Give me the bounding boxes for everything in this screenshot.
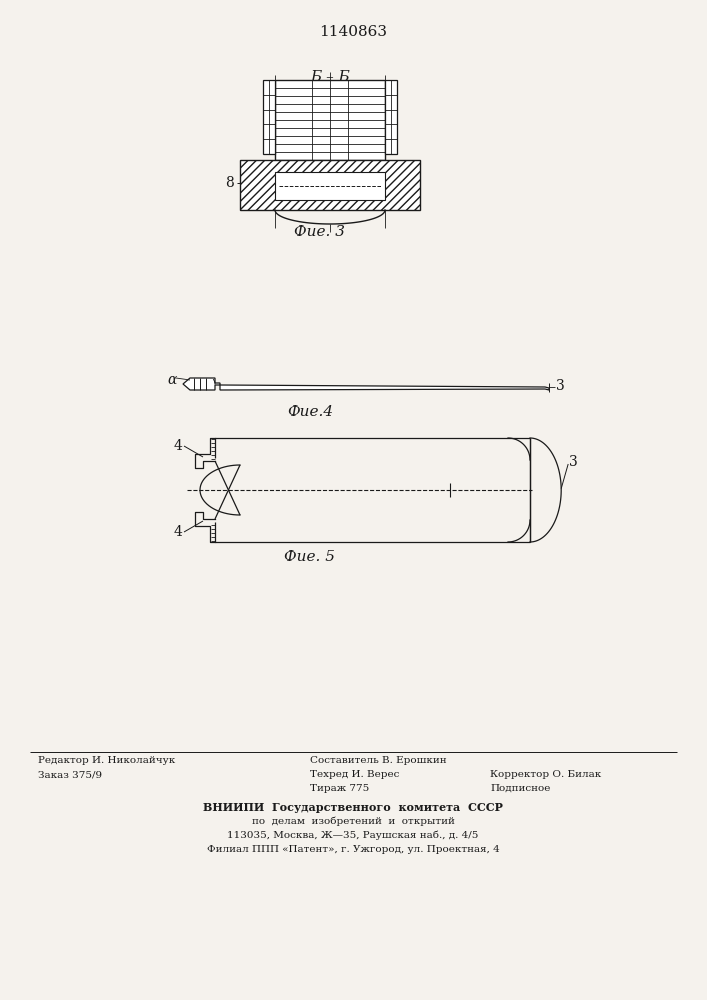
- Text: ВНИИПИ  Государственного  комитета  СССР: ВНИИПИ Государственного комитета СССР: [203, 802, 503, 813]
- Text: 4: 4: [173, 439, 182, 453]
- Text: Фие.4: Фие.4: [287, 405, 333, 419]
- Bar: [275, 80, 385, 160]
- Text: Подписное: Подписное: [490, 784, 550, 793]
- Polygon shape: [220, 385, 549, 390]
- Text: 8: 8: [226, 176, 235, 190]
- Text: Редактор И. Николайчук: Редактор И. Николайчук: [38, 756, 175, 765]
- Bar: [275, 172, 385, 200]
- Text: по  делам  изобретений  и  открытий: по делам изобретений и открытий: [252, 817, 455, 826]
- Text: Составитель В. Ерошкин: Составитель В. Ерошкин: [310, 756, 447, 765]
- Text: Б – Б: Б – Б: [310, 70, 350, 84]
- Text: Корректор О. Билак: Корректор О. Билак: [490, 770, 601, 779]
- Bar: [240, 160, 420, 210]
- Bar: [263, 80, 275, 154]
- Text: 3: 3: [556, 379, 565, 393]
- Text: 1140863: 1140863: [319, 25, 387, 39]
- Text: Фие. 5: Фие. 5: [284, 550, 336, 564]
- Text: 113035, Москва, Ж—35, Раушская наб., д. 4/5: 113035, Москва, Ж—35, Раушская наб., д. …: [228, 831, 479, 840]
- Bar: [385, 80, 397, 154]
- Text: α: α: [168, 373, 177, 387]
- Polygon shape: [183, 378, 220, 390]
- Text: 3: 3: [569, 455, 578, 469]
- Text: Фие. 3: Фие. 3: [295, 225, 346, 239]
- Text: Тираж 775: Тираж 775: [310, 784, 369, 793]
- Text: Техред И. Верес: Техред И. Верес: [310, 770, 399, 779]
- Text: Филиал ППП «Патент», г. Ужгород, ул. Проектная, 4: Филиал ППП «Патент», г. Ужгород, ул. Про…: [206, 845, 499, 854]
- Text: 4: 4: [173, 525, 182, 539]
- Text: Заказ 375/9: Заказ 375/9: [38, 770, 102, 779]
